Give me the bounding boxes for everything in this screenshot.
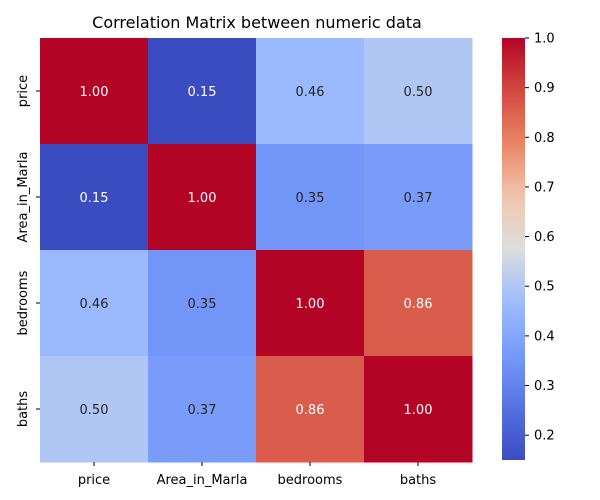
heatmap-cell: [148, 144, 257, 251]
heatmap-cell: [364, 38, 473, 145]
cell-value-label: 0.37: [404, 191, 433, 206]
cell-value-label: 0.37: [188, 403, 217, 418]
heatmap-cell: [256, 250, 365, 357]
heatmap-cell: [148, 38, 257, 145]
colorbar-tick-label: 0.9: [534, 81, 555, 96]
colorbar-tick-label: 0.8: [534, 131, 555, 146]
heatmap-cells: [40, 38, 473, 463]
x-tick-label: Area_in_Marla: [157, 473, 248, 488]
cell-value-label: 0.35: [188, 297, 217, 312]
colorbar-tick-label: 0.5: [534, 280, 555, 295]
colorbar-tick-label: 0.3: [534, 379, 555, 394]
colorbar-tick-label: 0.4: [534, 329, 555, 344]
cell-value-label: 0.50: [404, 85, 433, 100]
x-tick-label: baths: [400, 473, 437, 488]
colorbar-tick-label: 0.6: [534, 230, 555, 245]
cell-value-label: 1.00: [404, 403, 433, 418]
heatmap-cell: [148, 356, 257, 463]
heatmap-cell: [148, 250, 257, 357]
x-axis-ticks: price Area_in_Marla bedrooms baths: [78, 462, 437, 488]
cell-value-label: 0.46: [80, 297, 109, 312]
cell-value-label: 0.35: [296, 191, 325, 206]
heatmap-cell: [364, 250, 473, 357]
x-tick-label: price: [78, 473, 110, 488]
y-tick-label: bedrooms: [16, 270, 31, 335]
heatmap-annotations: 1.00 0.15 0.46 0.50 0.15 1.00 0.35 0.37 0.46 0.35…: [80, 85, 433, 418]
cell-value-label: 1.00: [296, 297, 325, 312]
cell-value-label: 0.86: [296, 403, 325, 418]
cell-value-label: 1.00: [188, 191, 217, 206]
heatmap-cell: [40, 38, 149, 145]
heatmap-cell: [256, 356, 365, 463]
colorbar: 0.2 0.3 0.4 0.5 0.6 0.7 0.8 0.9 1.0: [502, 32, 555, 460]
cell-value-label: 0.50: [80, 403, 109, 418]
cell-value-label: 1.00: [80, 85, 109, 100]
colorbar-ticks: 0.2 0.3 0.4 0.5 0.6 0.7 0.8 0.9 1.0: [525, 32, 555, 444]
heatmap-cell: [40, 356, 149, 463]
heatmap-cell: [364, 356, 473, 463]
heatmap-cell: [40, 250, 149, 357]
cell-value-label: 0.15: [80, 191, 109, 206]
colorbar-tick-label: 1.0: [534, 32, 555, 47]
y-tick-label: Area_in_Marla: [16, 152, 31, 243]
cell-value-label: 0.46: [296, 85, 325, 100]
colorbar-tick-label: 0.7: [534, 180, 555, 195]
heatmap-cell: [256, 38, 365, 145]
chart-title: Correlation Matrix between numeric data: [92, 13, 422, 32]
y-tick-label: baths: [16, 391, 31, 428]
heatmap-cell: [256, 144, 365, 251]
cell-value-label: 0.15: [188, 85, 217, 100]
colorbar-tick-label: 0.2: [534, 429, 555, 444]
y-tick-label: price: [16, 75, 31, 107]
x-tick-label: bedrooms: [278, 473, 343, 488]
y-axis-ticks: price Area_in_Marla bedrooms baths: [16, 75, 40, 427]
heatmap-cell: [40, 144, 149, 251]
colorbar-gradient: [502, 38, 525, 460]
heatmap-cell: [364, 144, 473, 251]
cell-value-label: 0.86: [404, 297, 433, 312]
